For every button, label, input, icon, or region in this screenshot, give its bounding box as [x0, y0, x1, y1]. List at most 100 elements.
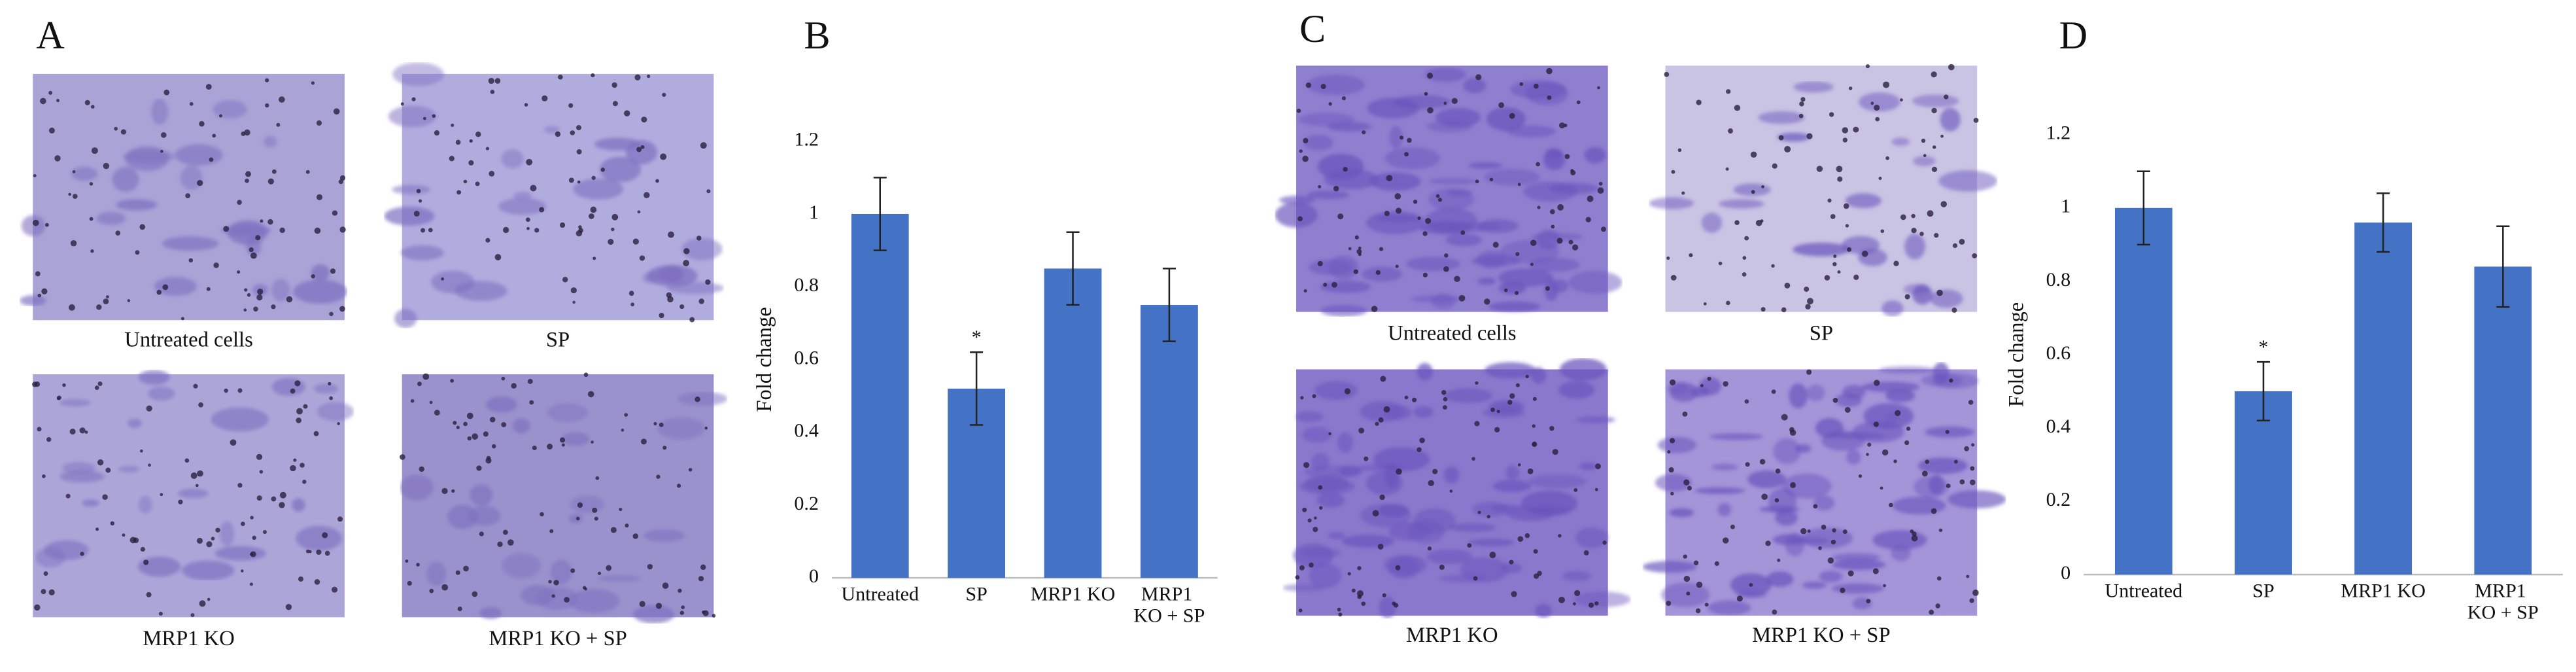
cell-blob: [1500, 563, 1522, 574]
nucleus: [245, 171, 251, 177]
nucleus: [127, 299, 131, 302]
nucleus: [1784, 283, 1791, 289]
micrograph: [20, 73, 347, 321]
nucleus: [1832, 397, 1838, 403]
nucleus: [1309, 562, 1314, 568]
nucleus: [1556, 238, 1563, 244]
cell-blob: [1438, 575, 1486, 583]
nucleus: [339, 175, 346, 181]
nucleus: [1827, 198, 1832, 203]
nucleus: [547, 444, 553, 450]
nucleus: [1700, 383, 1704, 387]
nucleus: [90, 249, 94, 253]
cell-blob: [479, 607, 502, 619]
nucleus: [1781, 307, 1787, 313]
nucleus: [311, 81, 315, 85]
nucleus: [1781, 414, 1788, 421]
cell-blob: [138, 370, 170, 385]
nucleus: [502, 529, 508, 535]
nucleus: [316, 120, 322, 126]
nucleus: [1312, 394, 1316, 398]
nucleus: [1723, 381, 1728, 387]
nucleus: [1393, 603, 1399, 608]
nucleus: [328, 381, 332, 385]
nucleus: [89, 217, 94, 221]
nucleus: [1484, 298, 1490, 305]
nucleus: [429, 400, 433, 404]
label-line: MRP1: [1141, 583, 1197, 605]
nucleus: [501, 422, 507, 427]
nucleus: [1559, 122, 1566, 129]
nucleus: [1602, 540, 1607, 545]
nucleus: [668, 231, 674, 238]
nucleus: [667, 296, 674, 303]
micrograph-caption: MRP1 KO + SP: [1752, 624, 1890, 647]
micrograph-caption: MRP1 KO: [143, 627, 234, 650]
cell-blob: [116, 199, 158, 211]
nucleus: [1299, 149, 1303, 153]
nucleus: [34, 604, 41, 611]
cell-blob: [118, 465, 141, 473]
nucleus: [1778, 135, 1784, 141]
nucleus: [256, 294, 263, 301]
cell-blob: [550, 559, 572, 584]
cell-blob: [1913, 156, 1936, 167]
nucleus: [265, 78, 269, 82]
nucleus: [241, 131, 246, 136]
nucleus: [575, 516, 580, 521]
cell-blob: [1709, 433, 1764, 440]
nucleus: [333, 108, 340, 115]
nucleus: [1490, 407, 1495, 412]
cell-blob: [498, 198, 547, 215]
cell-blob: [1655, 474, 1692, 492]
nucleus: [416, 563, 420, 567]
cell-blob: [1523, 181, 1578, 202]
cell-blob: [1328, 255, 1359, 279]
nucleus: [1895, 410, 1901, 416]
cell-blob: [1813, 495, 1835, 510]
cell-blob: [392, 62, 444, 86]
nucleus: [94, 385, 99, 390]
cell-blob: [44, 540, 89, 561]
nucleus: [1900, 98, 1903, 102]
cell-blob: [501, 149, 524, 169]
cell-blob: [1558, 381, 1595, 399]
nucleus: [400, 454, 405, 460]
nucleus: [1726, 89, 1731, 94]
nucleus: [1532, 424, 1536, 428]
cell-blob: [1802, 527, 1853, 549]
nucleus: [1507, 400, 1513, 405]
nucleus: [1833, 254, 1837, 258]
nucleus: [587, 391, 594, 398]
nucleus: [148, 463, 151, 467]
nucleus: [1298, 609, 1303, 612]
cell-blob: [569, 514, 583, 523]
nucleus: [1734, 105, 1741, 111]
nucleus: [501, 376, 506, 381]
cell-blob: [293, 279, 347, 304]
nucleus: [624, 413, 628, 417]
nucleus: [485, 147, 490, 150]
nucleus: [33, 173, 37, 178]
nucleus: [1318, 185, 1322, 188]
nucleus: [1973, 118, 1979, 123]
micrograph: [32, 370, 354, 618]
error-bar: [2137, 170, 2150, 246]
nucleus: [1919, 232, 1924, 236]
cell-blob: [1932, 362, 1949, 383]
micrograph: [1649, 63, 1998, 317]
cell-blob: [1669, 508, 1694, 518]
nucleus: [240, 522, 245, 527]
nucleus: [1865, 64, 1870, 69]
nucleus: [681, 605, 685, 609]
nucleus: [511, 383, 517, 389]
nucleus: [1511, 591, 1517, 597]
cell-blobs: [384, 62, 724, 328]
cell-blob: [1657, 436, 1697, 453]
nucleus: [1530, 262, 1534, 266]
cell-blob: [1559, 358, 1607, 381]
nucleus: [559, 437, 566, 443]
nucleus: [1475, 74, 1482, 80]
cell-blob: [1425, 67, 1466, 82]
nucleus: [1670, 491, 1674, 496]
